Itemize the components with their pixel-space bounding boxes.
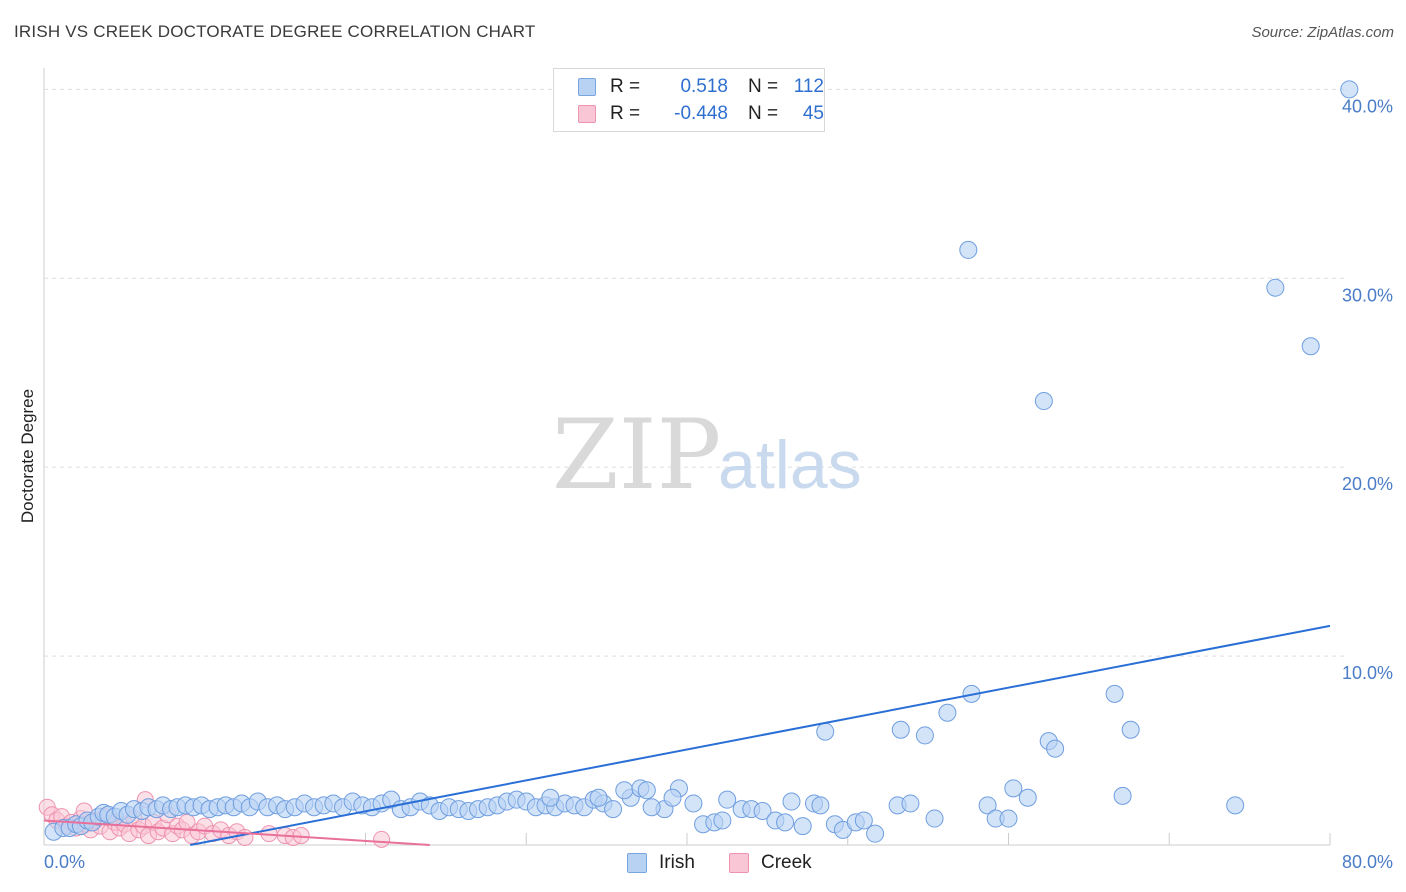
irish-point bbox=[776, 813, 795, 832]
irish-point bbox=[959, 240, 978, 259]
legend-r-value: -0.448 bbox=[674, 103, 728, 124]
irish-point bbox=[1046, 739, 1065, 758]
legend-r-label: R = bbox=[610, 103, 641, 124]
legend-row-creek: R = -0.448 N = 45 bbox=[578, 102, 824, 126]
irish-point bbox=[684, 794, 703, 813]
legend-item-irish[interactable]: Irish bbox=[627, 852, 695, 874]
irish-point bbox=[782, 792, 801, 811]
irish-point bbox=[615, 781, 634, 800]
y-axis-label: Doctorate Degree bbox=[18, 389, 37, 523]
irish-point bbox=[637, 781, 656, 800]
legend-label-creek: Creek bbox=[761, 852, 812, 873]
irish-point bbox=[718, 790, 737, 809]
source-credit: Source: ZipAtlas.com bbox=[1251, 24, 1394, 41]
legend-row-irish: R = 0.518 N = 112 bbox=[578, 75, 824, 99]
irish-trend-line bbox=[190, 624, 1331, 846]
legend-swatch-irish bbox=[627, 853, 647, 873]
x-tick-label-max: 80.0% bbox=[1342, 852, 1393, 872]
irish-point bbox=[753, 801, 772, 820]
irish-point bbox=[915, 726, 934, 745]
irish-point bbox=[1034, 392, 1053, 411]
watermark-atlas: atlas bbox=[718, 427, 862, 503]
irish-point bbox=[642, 798, 661, 817]
legend-n-value: 112 bbox=[793, 76, 824, 97]
creek-trend-line bbox=[43, 819, 430, 846]
irish-point bbox=[604, 800, 623, 819]
legend-n-label: N = bbox=[748, 76, 779, 97]
irish-point bbox=[1105, 684, 1124, 703]
irish-series bbox=[44, 80, 1359, 843]
irish-point bbox=[901, 794, 920, 813]
correlation-legend: R = 0.518 N = 112 R = -0.448 N = 45 bbox=[553, 68, 825, 132]
irish-point bbox=[816, 722, 835, 741]
irish-point bbox=[1301, 337, 1320, 356]
irish-point bbox=[713, 811, 732, 830]
x-tick-label-min: 0.0% bbox=[44, 852, 85, 872]
irish-point bbox=[978, 796, 997, 815]
y-tick-label: 10.0% bbox=[1342, 663, 1393, 683]
legend-swatch-irish bbox=[578, 78, 596, 96]
legend-r-value: 0.518 bbox=[680, 76, 728, 97]
y-tick-label: 30.0% bbox=[1342, 285, 1393, 305]
irish-point bbox=[589, 788, 608, 807]
irish-point bbox=[891, 720, 910, 739]
irish-point bbox=[1004, 779, 1023, 798]
irish-point bbox=[541, 788, 560, 807]
chart-title: IRISH VS CREEK DOCTORATE DEGREE CORRELAT… bbox=[14, 22, 536, 41]
legend-item-creek[interactable]: Creek bbox=[729, 852, 812, 874]
watermark: ZIP atlas bbox=[552, 399, 862, 511]
irish-point bbox=[938, 703, 957, 722]
series-legend: Irish Creek bbox=[0, 852, 1406, 876]
creek-point bbox=[236, 828, 254, 846]
irish-point bbox=[999, 809, 1018, 828]
legend-label-irish: Irish bbox=[659, 852, 695, 873]
watermark-zip: ZIP bbox=[552, 399, 721, 511]
legend-r-label: R = bbox=[610, 76, 641, 97]
y-tick-labels: 10.0% 20.0% 30.0% 40.0% bbox=[1342, 96, 1393, 683]
irish-point bbox=[1266, 278, 1285, 297]
irish-point bbox=[1226, 796, 1245, 815]
irish-point bbox=[1018, 788, 1037, 807]
legend-n-label: N = bbox=[748, 103, 779, 124]
y-tick-label: 40.0% bbox=[1342, 96, 1393, 116]
irish-point bbox=[1340, 80, 1359, 99]
creek-point bbox=[373, 830, 391, 848]
irish-point bbox=[854, 811, 873, 830]
irish-point bbox=[1113, 786, 1132, 805]
legend-swatch-creek bbox=[729, 853, 749, 873]
trend-lines bbox=[43, 624, 1331, 846]
irish-point bbox=[925, 809, 944, 828]
irish-point bbox=[1121, 720, 1140, 739]
irish-point bbox=[866, 824, 885, 843]
irish-point bbox=[811, 796, 830, 815]
y-tick-label: 20.0% bbox=[1342, 474, 1393, 494]
irish-point bbox=[663, 788, 682, 807]
x-axis-ticks bbox=[204, 833, 1331, 845]
legend-n-value: 45 bbox=[802, 103, 824, 124]
irish-point bbox=[793, 817, 812, 836]
legend-swatch-creek bbox=[578, 105, 596, 123]
